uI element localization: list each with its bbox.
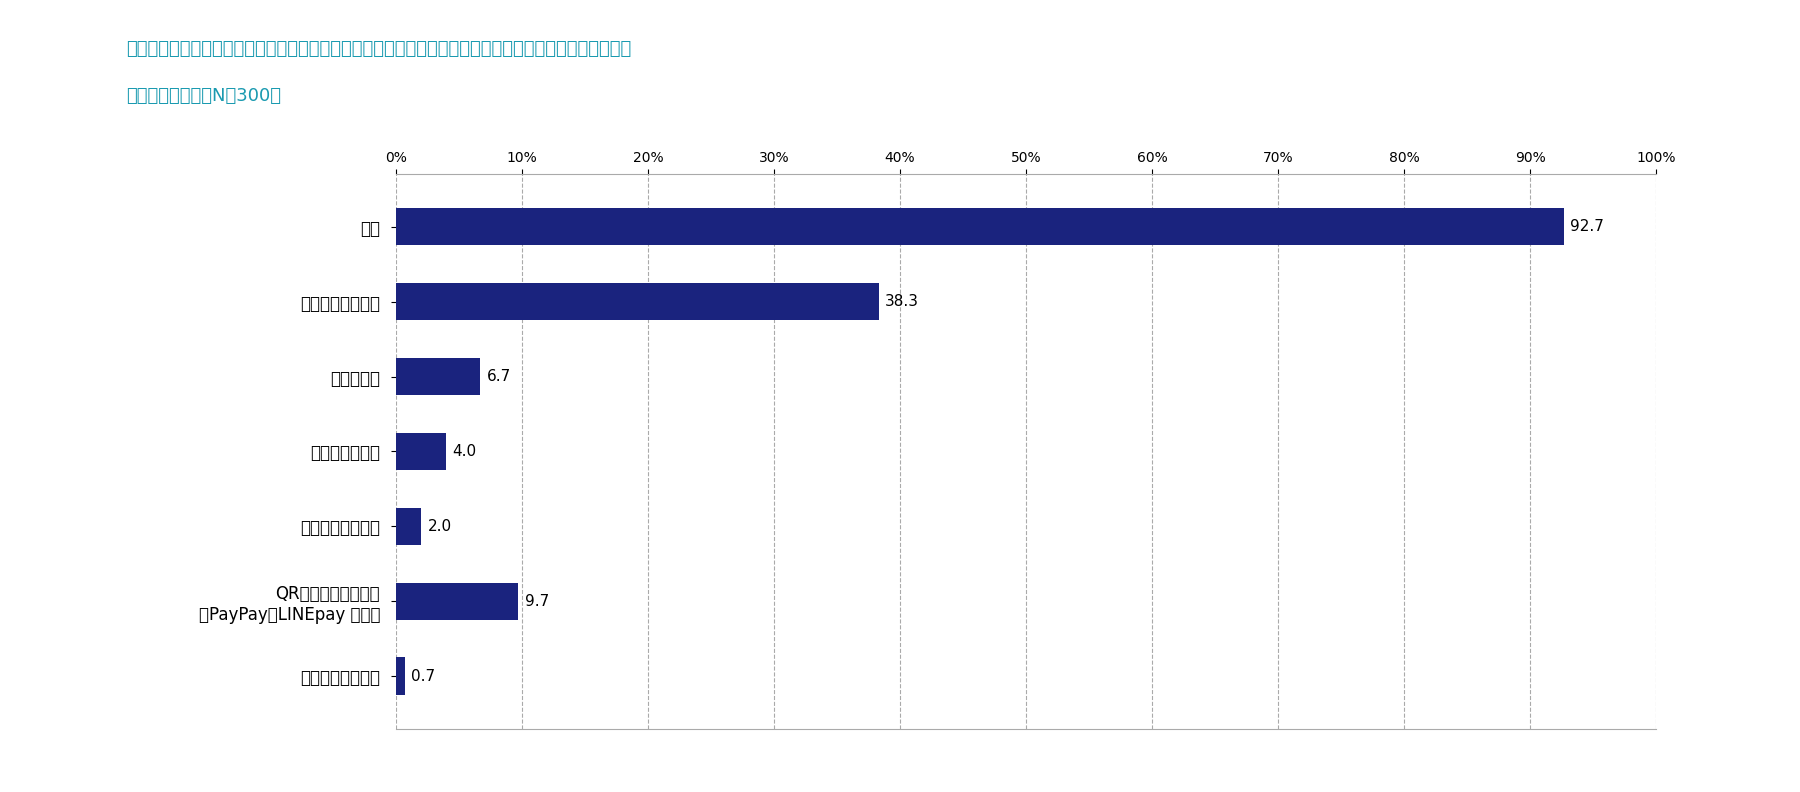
Bar bbox=[396, 358, 481, 395]
Text: （いくつでも）（N＝300）: （いくつでも）（N＝300） bbox=[126, 87, 281, 105]
Text: 92.7: 92.7 bbox=[1570, 219, 1604, 234]
Text: 9.7: 9.7 bbox=[524, 594, 549, 609]
Bar bbox=[396, 208, 1564, 246]
Bar bbox=[396, 283, 878, 320]
Bar bbox=[396, 583, 518, 620]
Text: 0.7: 0.7 bbox=[410, 668, 436, 683]
Bar bbox=[396, 508, 421, 545]
Text: 2.0: 2.0 bbox=[428, 519, 452, 534]
Text: 38.3: 38.3 bbox=[886, 294, 918, 309]
Text: 直近１年間に、医療機関（病院・クリニック・診療所など）を利用した際の支払方法をお選びください。: 直近１年間に、医療機関（病院・クリニック・診療所など）を利用した際の支払方法をお… bbox=[126, 40, 632, 58]
Bar bbox=[396, 432, 446, 470]
Text: 4.0: 4.0 bbox=[454, 444, 477, 459]
Bar bbox=[396, 657, 405, 695]
Text: 6.7: 6.7 bbox=[486, 369, 511, 384]
